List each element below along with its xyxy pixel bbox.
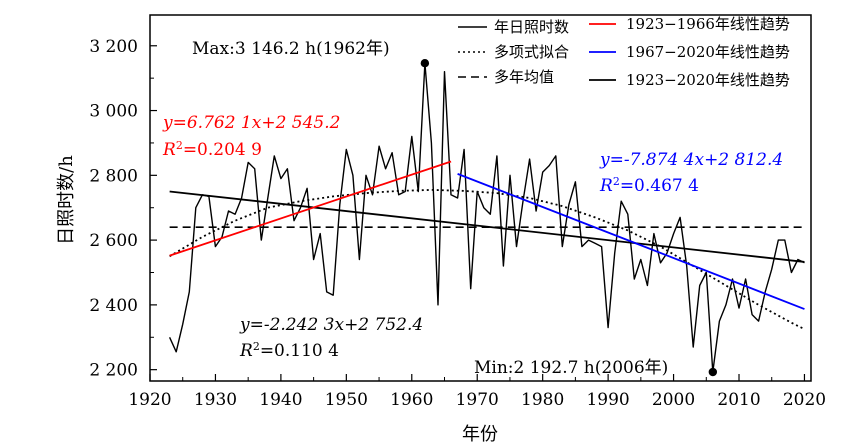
blue-r2-prefix: R bbox=[599, 176, 613, 196]
max-annotation: Max:3 146.2 h(1962年) bbox=[192, 39, 390, 59]
y-axis-title: 日照时数/h bbox=[56, 155, 77, 245]
x-axis: 1920 1930 1940 1950 1960 1970 1980 1990 2000 2010… bbox=[128, 374, 826, 410]
blue-r2-value: =0.467 4 bbox=[620, 176, 699, 196]
x-tick-label: 1970 bbox=[456, 390, 499, 410]
series-polynomial-fit bbox=[169, 188, 805, 331]
legend-label-poly: 多项式拟合 bbox=[494, 43, 569, 61]
y-tick-label: 2 800 bbox=[89, 166, 138, 186]
legend-label-red: 1923−1966年线性趋势 bbox=[626, 15, 790, 33]
x-tick-label: 1940 bbox=[259, 390, 302, 410]
x-tick-label: 2020 bbox=[783, 390, 826, 410]
series-trend-1923-2020 bbox=[169, 190, 805, 263]
max-point-marker bbox=[420, 58, 430, 68]
series-trend-1923-1966 bbox=[169, 160, 452, 257]
red-r2-prefix: R bbox=[162, 140, 176, 160]
x-tick-label: 1930 bbox=[194, 390, 237, 410]
min-point-marker bbox=[708, 367, 718, 377]
plot-frame bbox=[149, 14, 812, 382]
series-trend-1967-2020 bbox=[457, 173, 805, 310]
x-axis-title: 年份 bbox=[462, 424, 498, 445]
legend-label-annual: 年日照时数 bbox=[494, 18, 569, 36]
y-tick-label: 2 600 bbox=[89, 231, 138, 251]
red-r2-value: =0.204 9 bbox=[183, 140, 262, 160]
black-r2-prefix: R bbox=[239, 341, 253, 361]
series-layer bbox=[168, 62, 805, 373]
y-tick-label: 3 000 bbox=[89, 102, 138, 122]
black-equation: y=-2.242 3x+2 752.4 bbox=[239, 315, 423, 335]
x-tick-label: 1960 bbox=[390, 390, 433, 410]
min-annotation: Min:2 192.7 h(2006年) bbox=[474, 358, 668, 378]
legend-label-mean: 多年均值 bbox=[494, 68, 554, 86]
marker-layer bbox=[420, 58, 718, 377]
red-r2: R2=0.204 9 bbox=[162, 139, 262, 161]
blue-equation: y=-7.874 4x+2 812.4 bbox=[599, 150, 783, 170]
x-tick-label: 1980 bbox=[521, 390, 564, 410]
legend-label-black: 1923−2020年线性趋势 bbox=[626, 71, 790, 89]
y-tick-label: 2 200 bbox=[89, 361, 138, 381]
x-tick-label: 1950 bbox=[325, 390, 368, 410]
x-tick-label: 2010 bbox=[717, 390, 760, 410]
x-tick-label: 1920 bbox=[128, 390, 171, 410]
y-axis: 2 200 2 400 2 600 2 800 3 000 3 200 bbox=[89, 37, 157, 381]
black-r2: R2=0.110 4 bbox=[239, 340, 339, 362]
series-annual-line bbox=[168, 62, 805, 373]
red-r2-sup: 2 bbox=[176, 139, 183, 152]
blue-r2: R2=0.467 4 bbox=[599, 175, 699, 197]
x-tick-label: 2000 bbox=[652, 390, 695, 410]
legend: 年日照时数 多项式拟合 多年均值 1923−1966年线性趋势 1967−202… bbox=[458, 15, 790, 89]
black-r2-value: =0.110 4 bbox=[260, 341, 339, 361]
x-tick-label: 1990 bbox=[586, 390, 629, 410]
red-equation: y=6.762 1x+2 545.2 bbox=[162, 113, 340, 133]
y-tick-label: 3 200 bbox=[89, 37, 138, 57]
y-tick-label: 2 400 bbox=[89, 296, 138, 316]
blue-r2-sup: 2 bbox=[613, 175, 620, 188]
legend-label-blue: 1967−2020年线性趋势 bbox=[626, 43, 790, 61]
black-r2-sup: 2 bbox=[253, 340, 260, 353]
